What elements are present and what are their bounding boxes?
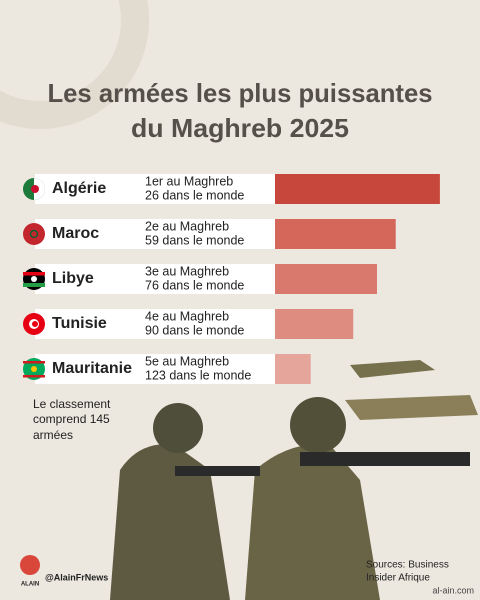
bar [275, 264, 377, 294]
title-line: Les armées les plus puissantes [48, 78, 433, 108]
row-label-bg [35, 264, 275, 294]
note: armées [33, 428, 73, 442]
maghreb-rank: 5e au Maghreb [145, 354, 229, 368]
bar [275, 354, 311, 384]
deco-circle [0, 0, 149, 129]
row-label-bg [35, 174, 275, 204]
bar [275, 309, 354, 339]
soldiers [110, 360, 478, 600]
world-rank: 59 dans le monde [145, 233, 244, 247]
maghreb-rank: 4e au Maghreb [145, 309, 229, 323]
note: Le classement [33, 397, 111, 411]
maghreb-rank: 1er au Maghreb [145, 174, 233, 188]
country-name: Maroc [52, 225, 99, 242]
world-rank: 90 dans le monde [145, 323, 244, 337]
world-rank: 26 dans le monde [145, 188, 244, 202]
row-label-bg [35, 219, 275, 249]
row-label-bg [35, 354, 275, 384]
country-name: Tunisie [52, 315, 107, 332]
bar [275, 219, 396, 249]
logo-icon [20, 555, 40, 575]
watermark: al-ain.com [432, 585, 474, 595]
source: Insider Afrique [366, 573, 430, 584]
note: comprend 145 [33, 412, 110, 426]
logo: ALAIN [21, 582, 39, 588]
flags [23, 178, 45, 380]
country-name: Algérie [52, 180, 106, 197]
handle: @AlainFrNews [45, 572, 108, 582]
source: Sources: Business [366, 560, 449, 571]
maghreb-rank: 3e au Maghreb [145, 264, 229, 278]
bar [275, 174, 440, 204]
world-rank: 123 dans le monde [145, 368, 251, 382]
country-name: Libye [52, 270, 94, 287]
world-rank: 76 dans le monde [145, 278, 244, 292]
row-label-bg [35, 309, 275, 339]
country-name: Mauritanie [52, 360, 132, 377]
title-line: du Maghreb 2025 [131, 113, 349, 143]
maghreb-rank: 2e au Maghreb [145, 219, 229, 233]
